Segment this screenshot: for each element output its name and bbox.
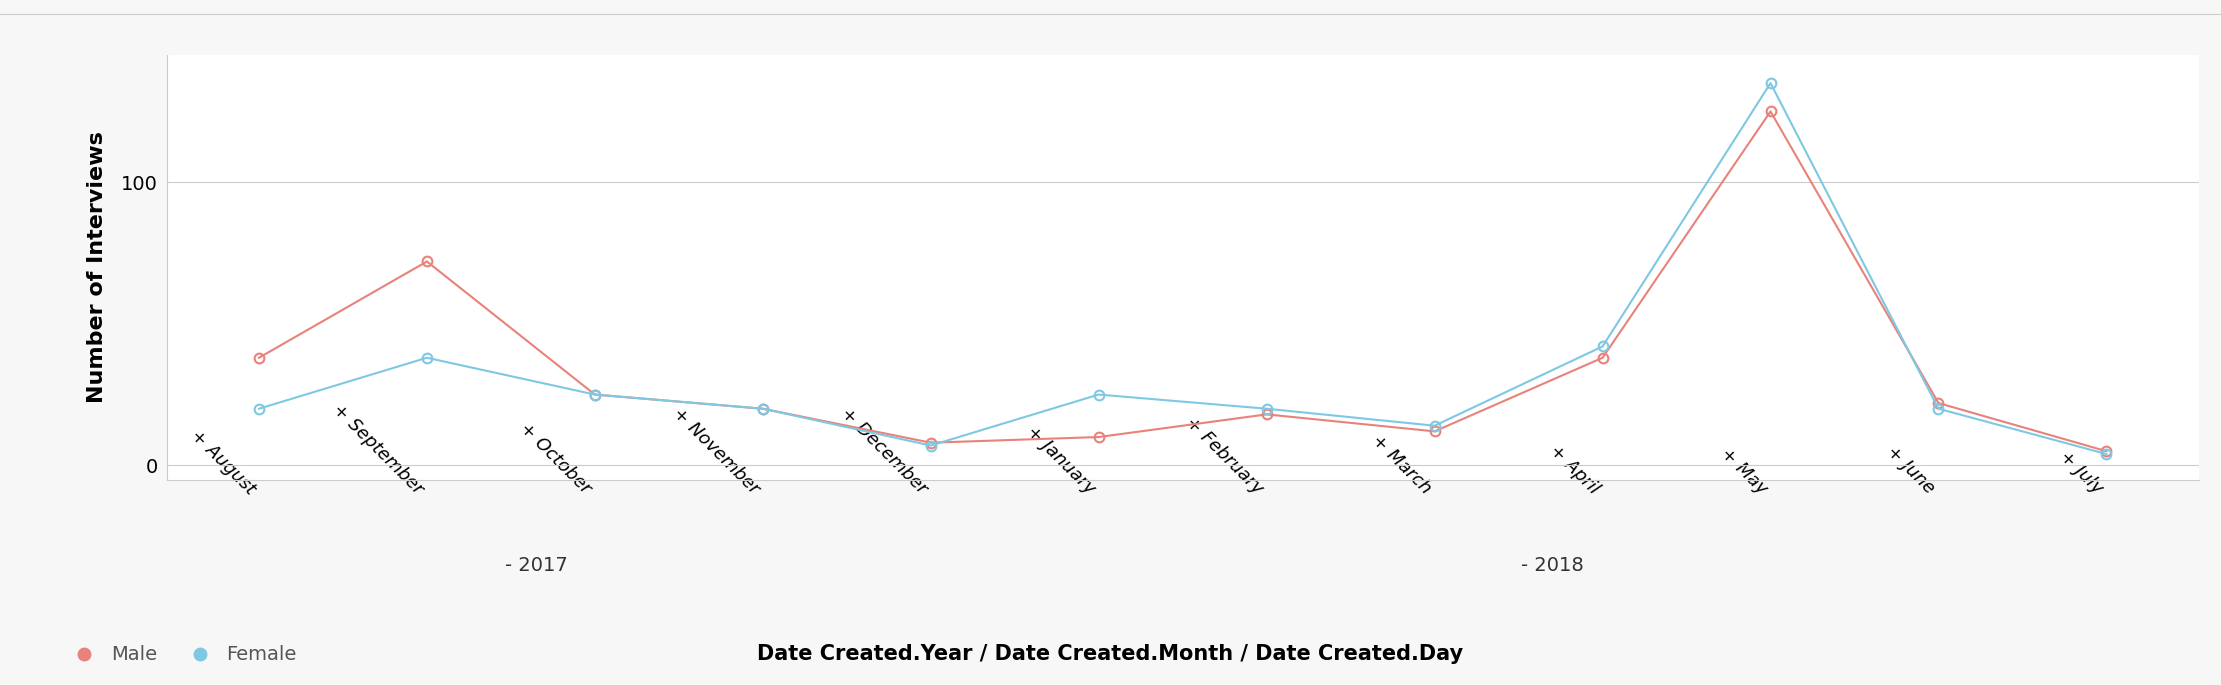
Text: Female: Female	[227, 645, 298, 664]
Text: - 2018: - 2018	[1521, 556, 1584, 575]
Text: - 2017: - 2017	[504, 556, 566, 575]
Text: Male: Male	[111, 645, 158, 664]
Text: Date Created.Year / Date Created.Month / Date Created.Day: Date Created.Year / Date Created.Month /…	[757, 644, 1464, 664]
Y-axis label: Number of Interviews: Number of Interviews	[87, 132, 107, 403]
